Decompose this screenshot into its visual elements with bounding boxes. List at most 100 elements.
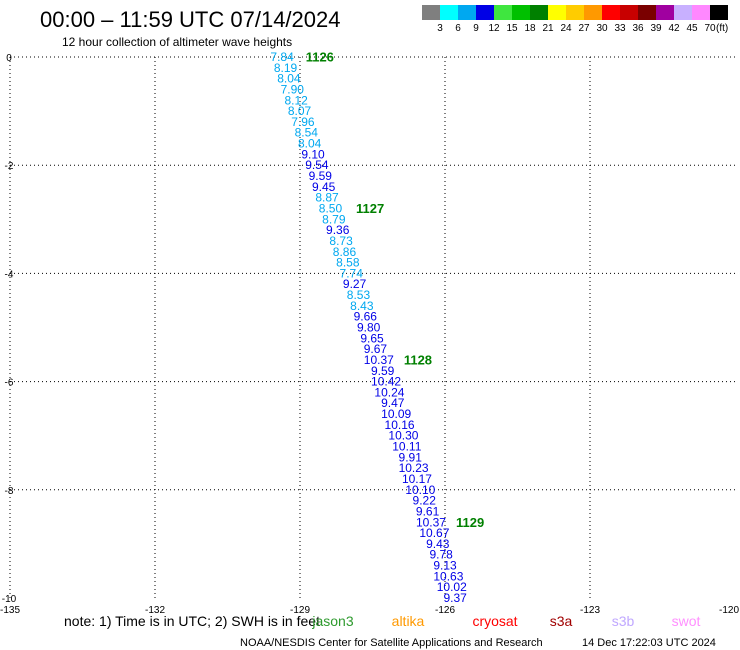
wave-height-label: 8.50 xyxy=(319,201,343,215)
wave-height-label: 9.61 xyxy=(416,504,440,518)
satellite-legend-swot: swot xyxy=(672,613,701,629)
color-scale-swatch xyxy=(638,5,656,20)
wave-height-label: 10.10 xyxy=(405,483,435,497)
satellite-legend-altika: altika xyxy=(392,613,425,629)
wave-height-label: 9.13 xyxy=(433,559,457,573)
color-scale-label: 39 xyxy=(650,23,662,34)
wave-height-label: 9.91 xyxy=(399,450,423,464)
wave-height-label: 8.73 xyxy=(329,234,353,248)
wave-height-label: 9.59 xyxy=(371,364,395,378)
wave-height-label: 9.27 xyxy=(343,277,367,291)
time-labels: 1126 1127 1128 1129 xyxy=(306,50,485,530)
wave-height-label: 8.19 xyxy=(274,61,298,75)
wave-height-label: 9.43 xyxy=(426,537,450,551)
wave-height-label: 7.74 xyxy=(340,266,364,280)
y-tick-label: -2 xyxy=(5,161,14,172)
color-scale-legend: 3 6 9 12 15 18 21 24 27 30 33 36 39 42 45 70 (ft) xyxy=(422,5,728,34)
wave-height-label: 9.66 xyxy=(354,310,378,324)
color-scale-swatch xyxy=(620,5,638,20)
color-scale-label: 21 xyxy=(542,23,554,34)
color-scale-label: 12 xyxy=(488,23,500,34)
y-tick-label: -4 xyxy=(5,269,14,280)
wave-height-label: 8.43 xyxy=(350,299,374,313)
color-scale-swatch xyxy=(422,5,440,20)
wave-height-label: 10.42 xyxy=(371,375,401,389)
wave-height-label: 9.36 xyxy=(326,223,350,237)
color-scale-label: 30 xyxy=(596,23,608,34)
satellite-legend-s3b: s3b xyxy=(612,613,635,629)
x-tick-label: -126 xyxy=(435,605,455,616)
x-tick-label: -120 xyxy=(719,605,739,616)
wave-height-label: 8.07 xyxy=(288,104,312,118)
color-scale-unit: (ft) xyxy=(716,23,728,34)
color-scale-label: 24 xyxy=(560,23,572,34)
wave-height-label: 9.54 xyxy=(305,158,329,172)
wave-height-label: 9.47 xyxy=(381,396,405,410)
time-label: 1129 xyxy=(456,515,484,530)
wave-height-label: 9.78 xyxy=(429,548,453,562)
color-scale-swatch xyxy=(674,5,692,20)
note-text: note: 1) Time is in UTC; 2) SWH is in fe… xyxy=(64,613,320,629)
chart-title: 00:00 – 11:59 UTC 07/14/2024 xyxy=(40,7,340,32)
wave-height-label: 7.84 xyxy=(270,50,294,64)
footer-timestamp: 14 Dec 17:22:03 UTC 2024 xyxy=(582,637,716,649)
wave-height-label: 10.02 xyxy=(437,580,467,594)
color-scale-label: 70 xyxy=(704,23,716,34)
color-scale-label: 6 xyxy=(455,23,461,34)
satellite-legend-s3a: s3a xyxy=(550,613,573,629)
x-tick-label: -123 xyxy=(580,605,600,616)
wave-height-label: 9.22 xyxy=(413,494,437,508)
wave-height-label: 10.30 xyxy=(388,429,418,443)
x-tick-label: -132 xyxy=(145,605,165,616)
wave-height-label: 10.16 xyxy=(385,418,415,432)
wave-height-label: 8.58 xyxy=(336,256,360,270)
wave-height-label: 10.11 xyxy=(392,440,421,454)
time-label: 1128 xyxy=(404,352,432,367)
time-label: 1127 xyxy=(356,201,384,216)
wave-height-label: 8.86 xyxy=(333,245,357,259)
color-scale-swatch xyxy=(476,5,494,20)
color-scale-swatch xyxy=(692,5,710,20)
x-tick-label: -135 xyxy=(0,605,20,616)
wave-height-label: 8.79 xyxy=(322,212,346,226)
color-scale-swatch xyxy=(584,5,602,20)
color-scale-swatch xyxy=(548,5,566,20)
time-label: 1126 xyxy=(306,50,334,65)
wave-height-label: 9.37 xyxy=(443,591,467,605)
wave-height-label: 7.96 xyxy=(291,115,315,129)
wave-height-label: 9.10 xyxy=(301,147,325,161)
chart-subtitle: 12 hour collection of altimeter wave hei… xyxy=(62,35,292,49)
footer-credit: NOAA/NESDIS Center for Satellite Applica… xyxy=(240,637,543,649)
wave-height-label: 10.24 xyxy=(374,385,404,399)
wave-height-label: 9.45 xyxy=(312,180,336,194)
satellite-legend-cryosat: cryosat xyxy=(472,613,517,629)
y-axis-ticks: 0 -2 -4 -6 -8 -10 xyxy=(2,53,17,605)
color-scale-swatch xyxy=(530,5,548,20)
color-scale-label: 42 xyxy=(668,23,680,34)
y-tick-label: -10 xyxy=(2,594,17,605)
wave-height-label: 8.04 xyxy=(277,72,301,86)
color-scale-swatch xyxy=(512,5,530,20)
color-scale-swatch xyxy=(494,5,512,20)
wave-height-label: 9.80 xyxy=(357,321,381,335)
y-tick-label: -6 xyxy=(5,378,14,389)
plot-grid xyxy=(9,56,735,598)
color-scale-label: 15 xyxy=(506,23,518,34)
y-tick-label: -8 xyxy=(5,486,14,497)
x-tick-label: -129 xyxy=(290,605,310,616)
wave-height-label: 10.63 xyxy=(433,569,463,583)
wave-height-label: 8.87 xyxy=(315,191,339,205)
color-scale-swatch xyxy=(458,5,476,20)
x-axis-ticks: -135 -132 -129 -126 -123 -120 xyxy=(0,605,739,616)
color-scale-label: 27 xyxy=(578,23,590,34)
y-tick-label: 0 xyxy=(6,53,12,64)
wave-height-label: 10.37 xyxy=(364,353,394,367)
wave-height-label: 8.54 xyxy=(295,126,319,140)
wave-height-label: 10.67 xyxy=(419,526,449,540)
wave-height-label: 9.67 xyxy=(364,342,388,356)
wave-height-label: 10.17 xyxy=(402,472,432,486)
wave-height-label: 8.04 xyxy=(298,137,322,151)
color-scale-label: 18 xyxy=(524,23,536,34)
